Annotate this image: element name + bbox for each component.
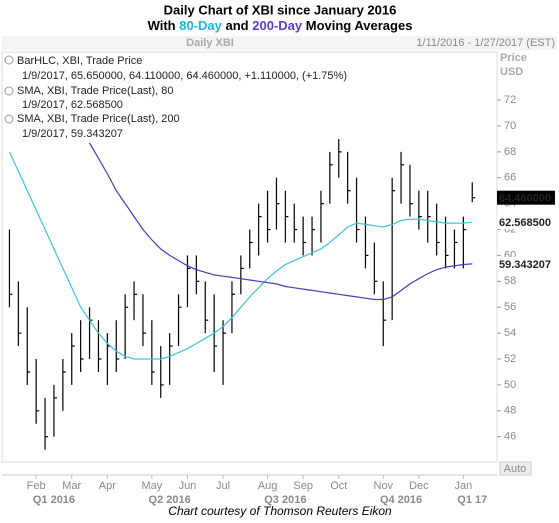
x-tick-label: May xyxy=(141,480,162,492)
x-tick-label: Jun xyxy=(179,480,197,492)
last-value-label: 62.568500 xyxy=(499,217,551,229)
y-tick-label: 58 xyxy=(504,275,516,287)
x-group-label: Q4 2016 xyxy=(380,494,422,506)
x-group-label: Q1 17 xyxy=(457,494,487,506)
x-group-label: Q1 2016 xyxy=(33,494,75,506)
x-tick-label: Mar xyxy=(62,480,81,492)
last-value-label: 64.460000 xyxy=(499,193,551,205)
scale-mode[interactable]: Auto xyxy=(504,463,527,475)
last-value-tag xyxy=(497,256,555,271)
x-tick-label: Sep xyxy=(293,480,313,492)
y-axis-label: Price xyxy=(500,52,527,64)
y-tick-label: 70 xyxy=(504,120,516,132)
x-group-label: Q3 2016 xyxy=(264,494,306,506)
plot-area xyxy=(8,138,476,450)
y-tick-label: 54 xyxy=(504,327,516,339)
y-axis-label: USD xyxy=(500,66,523,78)
legend-detail: 1/9/2017, 62.568500 xyxy=(22,99,123,111)
y-tick-label: 48 xyxy=(504,405,516,417)
y-tick-label: 72 xyxy=(504,94,516,106)
subtitle-part: 200-Day xyxy=(252,18,303,33)
legend-icon xyxy=(4,55,14,65)
y-tick-label: 56 xyxy=(504,301,516,313)
last-value-tag xyxy=(497,215,555,230)
legend-entry: SMA, XBI, Trade Price(Last), 80 xyxy=(17,85,174,97)
header-band xyxy=(2,36,557,50)
scale-button[interactable] xyxy=(499,461,532,476)
x-tick-label: Jan xyxy=(454,480,472,492)
subtitle-part: and xyxy=(226,18,249,33)
x-tick-label: Aug xyxy=(258,480,278,492)
legend-icon xyxy=(4,86,14,96)
y-tick-label: 50 xyxy=(504,379,516,391)
y-tick-label: 52 xyxy=(504,353,516,365)
legend-entry: BarHLC, XBI, Trade Price xyxy=(17,55,142,67)
x-tick-label: Apr xyxy=(99,480,116,492)
moving-average-line xyxy=(88,142,473,301)
x-tick-label: Feb xyxy=(27,480,46,492)
y-tick-label: 68 xyxy=(504,146,516,158)
legend-icon xyxy=(4,114,14,124)
chart-header: Daily XBI xyxy=(186,37,234,49)
y-tick-label: 46 xyxy=(504,431,516,443)
legend-detail: 1/9/2017, 65.650000, 64.110000, 64.46000… xyxy=(22,70,347,82)
subtitle-part: 80-Day xyxy=(179,18,222,33)
chart-title: Daily Chart of XBI since January 2016 xyxy=(164,2,397,17)
x-tick-label: Nov xyxy=(373,480,393,492)
x-tick-label: Dec xyxy=(409,480,429,492)
moving-average-line xyxy=(8,151,473,360)
legend-entry: SMA, XBI, Trade Price(Last), 200 xyxy=(17,113,180,125)
date-range: 1/11/2016 - 1/27/2017 (EST) xyxy=(416,37,555,49)
x-tick-label: Oct xyxy=(330,480,347,492)
x-tick-label: Jul xyxy=(216,480,230,492)
y-tick-label: 60 xyxy=(504,249,516,261)
last-value-tag xyxy=(497,190,555,205)
last-value-label: 59.343207 xyxy=(499,259,551,271)
legend: BarHLC, XBI, Trade Price 1/9/2017, 65.65… xyxy=(4,55,347,140)
x-group-label: Q2 2016 xyxy=(149,494,191,506)
legend-detail: 1/9/2017, 59.343207 xyxy=(22,128,123,140)
y-tick-label: 66 xyxy=(504,172,516,184)
subtitle-part: With xyxy=(148,18,176,33)
caption: Chart courtesy of Thomson Reuters Eikon xyxy=(168,504,392,518)
chart-subtitle: With 80-Day and 200-Day Moving Averages xyxy=(148,18,413,33)
subtitle-part: Moving Averages xyxy=(306,18,413,33)
